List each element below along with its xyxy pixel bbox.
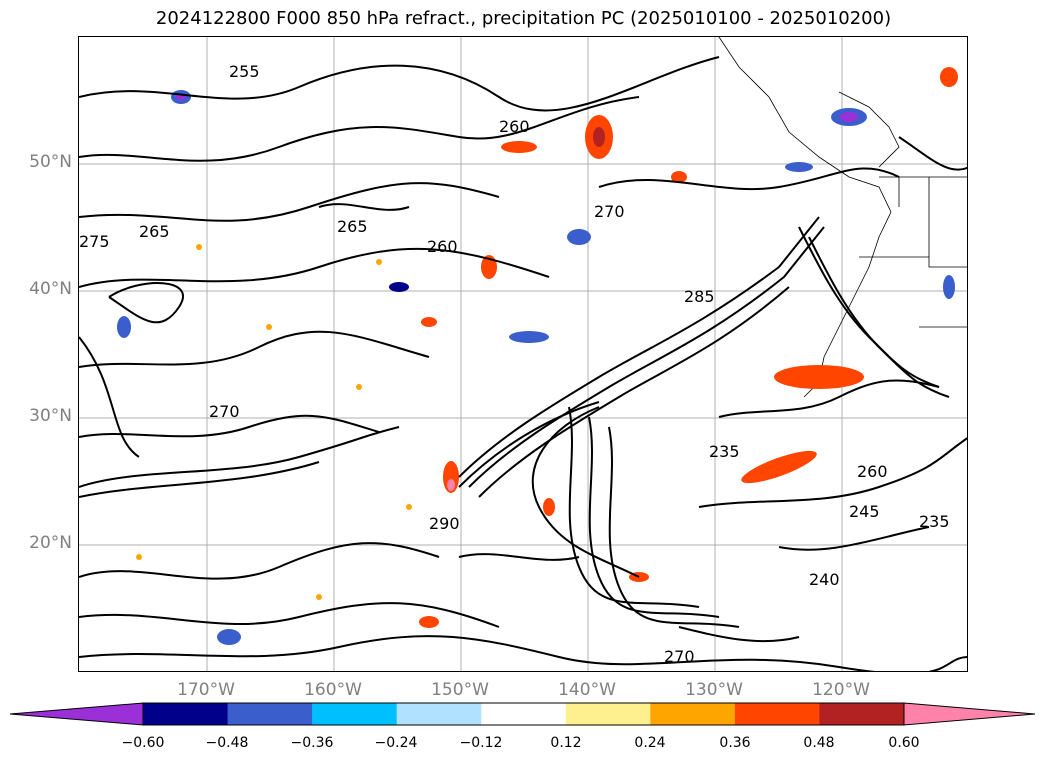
precip-shading xyxy=(117,67,958,645)
colorbar-cell xyxy=(143,703,229,725)
colorbar-tick: 0.12 xyxy=(550,735,582,751)
contour-label: 270 xyxy=(594,202,625,221)
colorbar xyxy=(9,702,1036,726)
map-title: 2024122800 F000 850 hPa refract., precip… xyxy=(155,8,892,29)
colorbar-extend-high xyxy=(903,702,1036,726)
colorbar-cell xyxy=(481,703,567,725)
contour-label: 235 xyxy=(919,512,950,531)
lat-label-30n: 30°N xyxy=(29,406,72,426)
colorbar-cell xyxy=(734,703,820,725)
colorbar-cell xyxy=(650,703,736,725)
refractivity-contours xyxy=(79,56,967,671)
colorbar-tick: −0.60 xyxy=(121,735,165,751)
colorbar-cell xyxy=(227,703,313,725)
lon-label-160w: 160°W xyxy=(304,680,362,700)
lon-label-120w: 120°W xyxy=(812,680,870,700)
contour-label: 275 xyxy=(79,232,110,251)
map-panel: 255 260 265 270 275 260 265 270 235 260 … xyxy=(78,36,968,672)
colorbar-tick: 0.36 xyxy=(719,735,751,751)
colorbar-cell xyxy=(312,703,398,725)
colorbar-tick: −0.48 xyxy=(205,735,249,751)
colorbar-tick: 0.48 xyxy=(803,735,835,751)
colorbar-tick: 0.24 xyxy=(634,735,666,751)
contour-label: 260 xyxy=(857,462,888,481)
lon-label-140w: 140°W xyxy=(558,680,616,700)
lat-label-40n: 40°N xyxy=(29,279,72,299)
contour-label: 270 xyxy=(664,647,695,666)
graticule xyxy=(79,37,967,671)
contour-label: 245 xyxy=(849,502,880,521)
contour-label: 285 xyxy=(684,287,715,306)
lon-label-170w: 170°W xyxy=(177,680,235,700)
contour-label: 260 xyxy=(499,117,530,136)
colorbar-cell xyxy=(904,703,1035,725)
contour-label: 265 xyxy=(337,217,368,236)
contour-label: 290 xyxy=(429,514,460,533)
lat-label-20n: 20°N xyxy=(29,533,72,553)
map-canvas: 255 260 265 270 275 260 265 270 235 260 … xyxy=(79,37,967,671)
contour-label: 265 xyxy=(139,222,170,241)
colorbar-tick: −0.24 xyxy=(374,735,418,751)
contour-labels: 255 260 265 270 275 260 265 270 235 260 … xyxy=(79,62,950,666)
contour-label: 240 xyxy=(809,570,840,589)
colorbar-cell xyxy=(565,703,651,725)
colorbar-cell xyxy=(819,703,905,725)
contour-label: 270 xyxy=(209,402,240,421)
colorbar-tick: −0.36 xyxy=(290,735,334,751)
contour-label: 260 xyxy=(427,237,458,256)
lon-label-130w: 130°W xyxy=(685,680,743,700)
colorbar-tick: −0.12 xyxy=(459,735,503,751)
lat-label-50n: 50°N xyxy=(29,152,72,172)
coastline xyxy=(718,37,967,398)
colorbar-cell xyxy=(396,703,482,725)
colorbar-tick: 0.60 xyxy=(888,735,920,751)
contour-label: 255 xyxy=(229,62,260,81)
lon-label-150w: 150°W xyxy=(431,680,489,700)
contour-label: 235 xyxy=(709,442,740,461)
colorbar-cell xyxy=(10,703,143,725)
